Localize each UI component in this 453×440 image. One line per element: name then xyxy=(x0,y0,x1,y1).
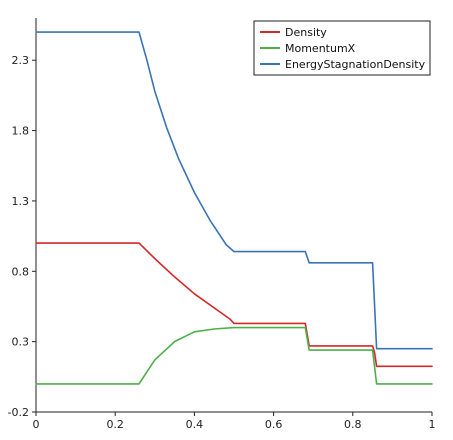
legend-label: EnergyStagnationDensity xyxy=(285,58,426,71)
x-tick-label: 0.6 xyxy=(265,418,283,431)
x-tick-label: 0.2 xyxy=(106,418,124,431)
y-tick-label: 0.8 xyxy=(12,265,30,278)
series-line-density xyxy=(35,242,433,368)
series-line-energystagnationdensity xyxy=(35,31,433,350)
x-tick-label: 0.4 xyxy=(186,418,204,431)
series-layer xyxy=(35,31,433,385)
x-tick-label: 0 xyxy=(33,418,40,431)
legend-box xyxy=(253,20,431,76)
y-tick-label: 2.3 xyxy=(12,54,30,67)
x-tick-label: 0.8 xyxy=(344,418,362,431)
y-tick-label: 1.8 xyxy=(12,125,30,138)
series-line-momentumx xyxy=(35,326,433,385)
legend-label: Density xyxy=(285,26,327,39)
legend: Density MomentumX EnergyStagnationDensity xyxy=(253,20,431,76)
y-tick-label: 0.3 xyxy=(12,336,30,349)
x-tick-label: 1 xyxy=(429,418,436,431)
axes: -0.2 0.3 0.8 1.3 1.8 2.3 0 0.2 0.4 0.6 0.8 1 xyxy=(8,18,436,431)
y-tick-label: 1.3 xyxy=(12,195,30,208)
y-tick-label: -0.2 xyxy=(8,406,29,419)
legend-label: MomentumX xyxy=(285,42,356,55)
